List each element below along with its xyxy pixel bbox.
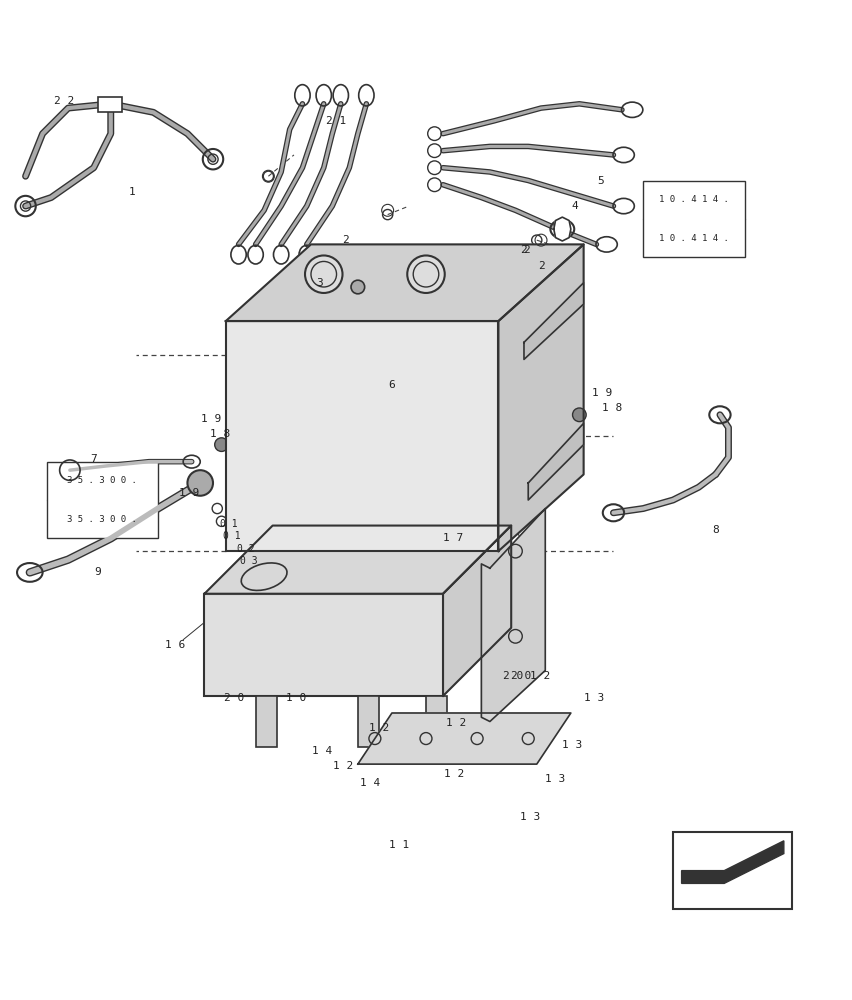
Bar <box>673 832 792 909</box>
Text: 1 4: 1 4 <box>312 746 332 756</box>
Text: 2: 2 <box>523 245 530 255</box>
Text: 0 1: 0 1 <box>220 519 237 529</box>
Text: 1 3: 1 3 <box>545 774 566 784</box>
Bar <box>47 462 158 538</box>
Text: 1 9: 1 9 <box>592 388 613 398</box>
Bar <box>256 696 277 747</box>
Text: 2 1: 2 1 <box>326 116 347 126</box>
Circle shape <box>305 255 343 293</box>
Text: 1 0: 1 0 <box>285 693 306 703</box>
Text: 2 0: 2 0 <box>224 693 245 703</box>
Polygon shape <box>524 283 584 359</box>
Text: 1 8: 1 8 <box>210 429 230 439</box>
Text: 2: 2 <box>521 245 527 255</box>
Bar <box>358 696 379 747</box>
Text: 3: 3 <box>316 278 323 288</box>
Polygon shape <box>498 244 584 551</box>
Text: 8: 8 <box>712 525 719 535</box>
Circle shape <box>433 434 453 455</box>
Circle shape <box>407 255 445 293</box>
Text: 2 0 1 2: 2 0 1 2 <box>503 671 550 681</box>
Text: 1 8: 1 8 <box>602 403 622 413</box>
Polygon shape <box>358 713 571 764</box>
Text: 1 6: 1 6 <box>164 640 185 650</box>
Text: 2: 2 <box>538 261 544 271</box>
Circle shape <box>328 406 396 474</box>
Text: 1 0 . 4 1 4 .: 1 0 . 4 1 4 . <box>659 234 729 243</box>
Polygon shape <box>226 244 584 321</box>
Bar <box>204 594 443 696</box>
Bar <box>643 181 746 257</box>
Text: 1 7: 1 7 <box>443 533 463 543</box>
Text: 1 2: 1 2 <box>446 718 466 728</box>
Polygon shape <box>481 509 545 722</box>
Text: 3 5 . 3 0 0 .: 3 5 . 3 0 0 . <box>67 476 137 485</box>
Bar <box>98 97 122 112</box>
Text: 1 9: 1 9 <box>179 488 199 498</box>
Text: 1 3: 1 3 <box>584 693 604 703</box>
Text: 1 9: 1 9 <box>201 414 222 424</box>
Text: 1 4: 1 4 <box>360 778 381 788</box>
Polygon shape <box>528 423 584 500</box>
Text: 1 2: 1 2 <box>444 769 464 779</box>
Text: 0 1: 0 1 <box>223 531 240 541</box>
Text: 1 0 . 4 1 4 .: 1 0 . 4 1 4 . <box>659 195 729 204</box>
Text: 6: 6 <box>389 380 395 390</box>
Text: 1 2: 1 2 <box>369 723 389 733</box>
Text: 0 2: 0 2 <box>237 544 254 554</box>
Text: 5: 5 <box>597 176 604 186</box>
Circle shape <box>260 428 285 453</box>
Circle shape <box>351 280 365 294</box>
Text: 1: 1 <box>129 187 135 197</box>
Circle shape <box>573 408 586 422</box>
Text: 4: 4 <box>572 201 579 211</box>
Polygon shape <box>443 526 511 696</box>
Text: 1 1: 1 1 <box>389 840 409 850</box>
Text: 7: 7 <box>90 454 97 464</box>
Text: 2 0: 2 0 <box>511 671 532 681</box>
Bar <box>226 321 498 551</box>
Text: 1 3: 1 3 <box>562 740 583 750</box>
Polygon shape <box>554 217 571 241</box>
Text: 1 3: 1 3 <box>520 812 540 822</box>
Text: 2: 2 <box>342 235 348 245</box>
Polygon shape <box>204 526 511 594</box>
Circle shape <box>187 470 213 496</box>
Bar <box>256 479 298 500</box>
Polygon shape <box>682 841 784 883</box>
Text: 1 2: 1 2 <box>333 761 354 771</box>
Bar <box>426 696 447 747</box>
Text: 9: 9 <box>95 567 101 577</box>
Text: 0 3: 0 3 <box>240 556 257 566</box>
Text: 3 5 . 3 0 0 .: 3 5 . 3 0 0 . <box>67 515 137 524</box>
Circle shape <box>215 438 228 451</box>
Text: 2 2: 2 2 <box>54 96 74 106</box>
